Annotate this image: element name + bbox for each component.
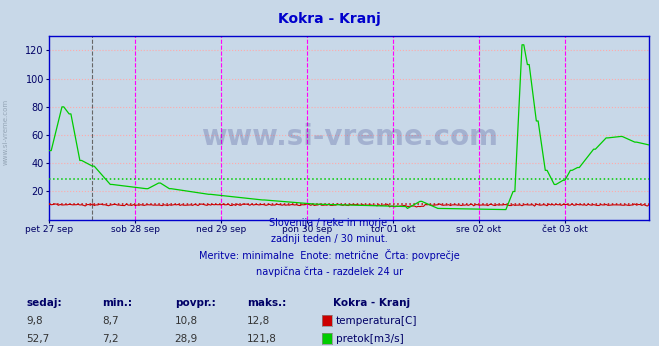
Text: 12,8: 12,8 (247, 316, 270, 326)
Text: www.si-vreme.com: www.si-vreme.com (201, 123, 498, 151)
Text: Slovenija / reke in morje.: Slovenija / reke in morje. (269, 218, 390, 228)
Text: temperatura[C]: temperatura[C] (336, 316, 418, 326)
Text: min.:: min.: (102, 298, 132, 308)
Text: www.si-vreme.com: www.si-vreme.com (2, 98, 9, 165)
Text: navpična črta - razdelek 24 ur: navpična črta - razdelek 24 ur (256, 267, 403, 277)
Text: 28,9: 28,9 (175, 334, 198, 344)
Text: Meritve: minimalne  Enote: metrične  Črta: povprečje: Meritve: minimalne Enote: metrične Črta:… (199, 249, 460, 261)
Text: 9,8: 9,8 (26, 316, 43, 326)
Text: pretok[m3/s]: pretok[m3/s] (336, 334, 404, 344)
Text: maks.:: maks.: (247, 298, 287, 308)
Text: 7,2: 7,2 (102, 334, 119, 344)
Text: sedaj:: sedaj: (26, 298, 62, 308)
Text: 10,8: 10,8 (175, 316, 198, 326)
Text: Kokra - Kranj: Kokra - Kranj (333, 298, 410, 308)
Text: Kokra - Kranj: Kokra - Kranj (278, 12, 381, 26)
Text: 8,7: 8,7 (102, 316, 119, 326)
Text: 121,8: 121,8 (247, 334, 277, 344)
Text: povpr.:: povpr.: (175, 298, 215, 308)
Text: zadnji teden / 30 minut.: zadnji teden / 30 minut. (271, 234, 388, 244)
Text: 52,7: 52,7 (26, 334, 49, 344)
